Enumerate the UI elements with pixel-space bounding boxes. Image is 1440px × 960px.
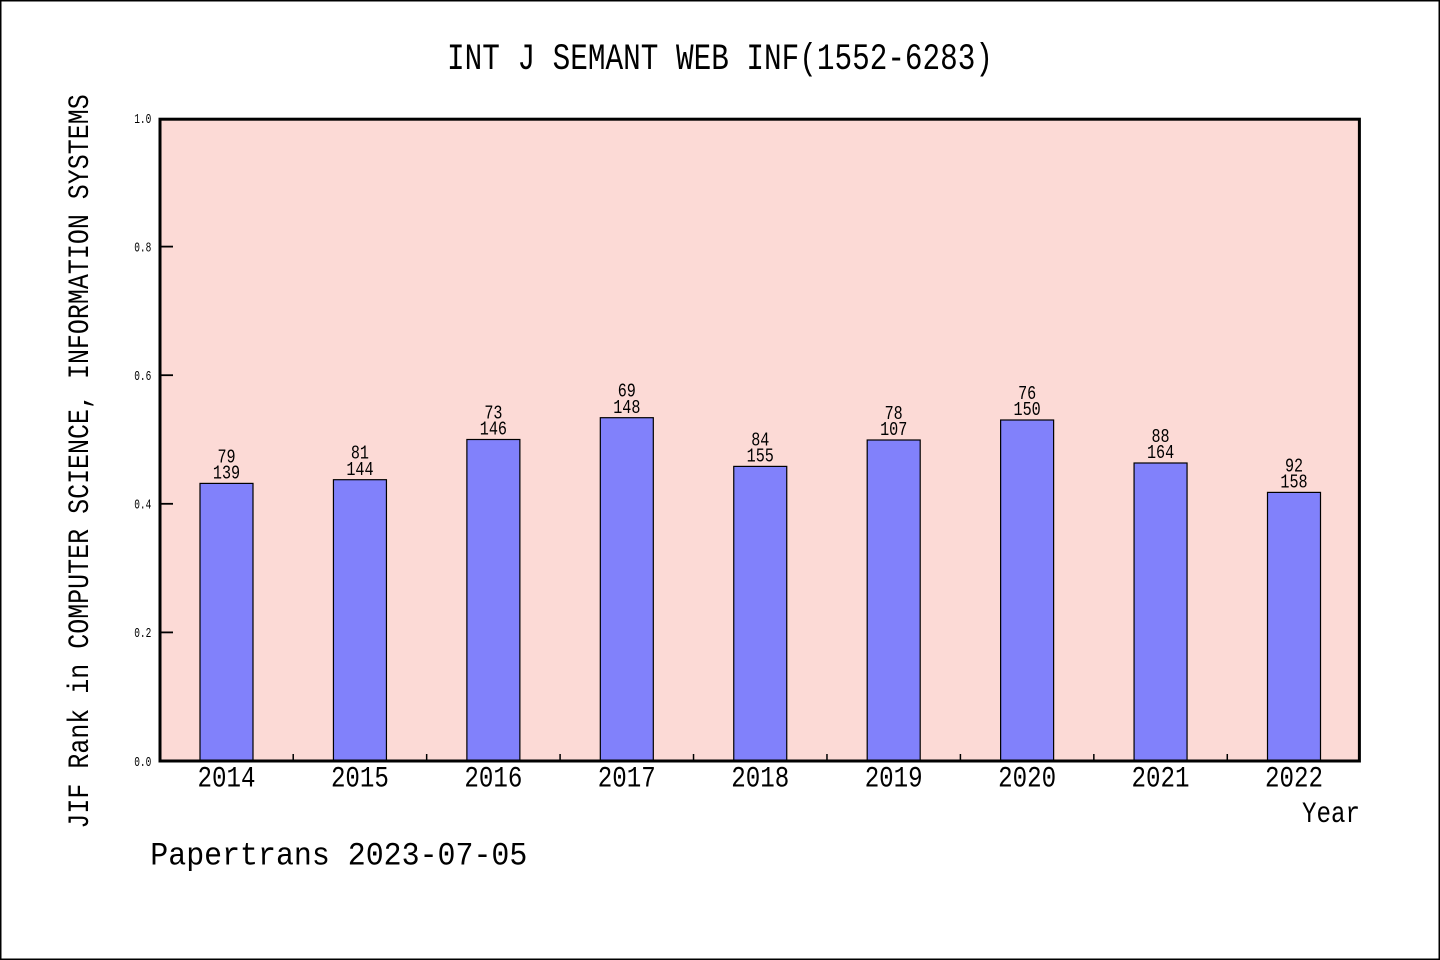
svg-text:0.2: 0.2 (134, 626, 151, 642)
svg-text:69: 69 (618, 381, 636, 403)
svg-text:164: 164 (1147, 442, 1174, 464)
svg-text:1.0: 1.0 (134, 112, 151, 128)
svg-text:Papertrans 2023-07-05: Papertrans 2023-07-05 (150, 837, 527, 874)
svg-text:155: 155 (747, 446, 774, 468)
svg-text:146: 146 (480, 419, 507, 441)
svg-text:79: 79 (217, 446, 235, 468)
svg-text:JIF Rank in COMPUTER SCIENCE,: JIF Rank in COMPUTER SCIENCE, INFORMATIO… (64, 94, 98, 828)
svg-text:2022: 2022 (1265, 763, 1323, 797)
svg-text:Year: Year (1302, 798, 1360, 832)
svg-text:2021: 2021 (1132, 763, 1190, 797)
svg-text:2020: 2020 (998, 763, 1056, 797)
svg-text:73: 73 (484, 402, 502, 424)
svg-text:0.6: 0.6 (134, 369, 151, 385)
svg-text:84: 84 (751, 429, 769, 451)
svg-text:148: 148 (613, 397, 640, 419)
svg-text:78: 78 (885, 403, 903, 425)
svg-text:INT J SEMANT WEB INF(1552-6283: INT J SEMANT WEB INF(1552-6283) (447, 39, 993, 81)
svg-text:0.0: 0.0 (134, 755, 151, 771)
svg-text:107: 107 (880, 419, 907, 441)
svg-text:2016: 2016 (464, 763, 522, 797)
svg-text:76: 76 (1018, 383, 1036, 405)
svg-text:2017: 2017 (598, 763, 656, 797)
svg-text:92: 92 (1285, 455, 1303, 477)
svg-text:144: 144 (346, 459, 373, 481)
svg-text:2014: 2014 (198, 763, 256, 797)
svg-text:2019: 2019 (865, 763, 923, 797)
svg-text:2015: 2015 (331, 763, 389, 797)
svg-text:150: 150 (1014, 399, 1041, 421)
svg-text:158: 158 (1280, 472, 1307, 494)
svg-text:139: 139 (213, 463, 240, 485)
svg-text:0.8: 0.8 (134, 240, 151, 256)
svg-text:0.4: 0.4 (134, 498, 151, 514)
svg-text:2018: 2018 (731, 763, 789, 797)
svg-text:88: 88 (1152, 426, 1170, 448)
svg-text:81: 81 (351, 443, 369, 465)
